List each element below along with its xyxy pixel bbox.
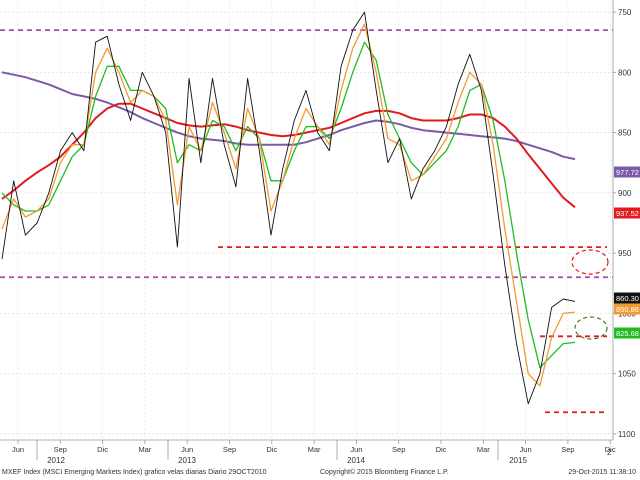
x-tick-label: Dic <box>436 445 447 454</box>
y-tick-label: 850 <box>618 129 632 138</box>
y-tick-label: 800 <box>618 68 632 77</box>
x-tick-label: Jun <box>520 445 532 454</box>
footer-source: MXEF Index (MSCI Emerging Markets Index)… <box>2 469 267 476</box>
last-value-badge <box>614 303 640 315</box>
x-tick-label: Jun <box>12 445 24 454</box>
last-value-label: 860.30 <box>616 294 639 303</box>
footer-copyright: Copyright© 2015 Bloomberg Finance L.P. <box>320 469 449 476</box>
corner-number: 2 <box>607 448 612 457</box>
series-line-price <box>1 11 576 405</box>
annotation-ellipses <box>571 249 609 340</box>
y-tick-label: 900 <box>618 189 632 198</box>
last-value-badge <box>614 166 640 178</box>
x-tick-label: Jun <box>350 445 362 454</box>
footer-timestamp: 29-Oct-2015 11:38:10 <box>568 469 636 476</box>
y-tick-label: 950 <box>618 249 632 258</box>
x-tick-label: Mar <box>138 445 151 454</box>
x-axis: Jun Sep Dic Mar Jun Sep Dic Mar Jun Sep Dic Mar Jun S… <box>0 439 616 465</box>
last-value-badge <box>614 327 640 339</box>
series-line-sma_200 <box>1 102 576 209</box>
x-tick-label: Dic <box>97 445 108 454</box>
y-tick-label: 750 <box>618 8 632 17</box>
reference-lines <box>0 29 613 414</box>
x-tick-label: Jun <box>181 445 193 454</box>
y-tick-label: 1100 <box>618 430 636 439</box>
last-value-label: 825.68 <box>616 329 639 338</box>
x-tick-label: Dic <box>605 445 616 454</box>
target-ellipse-red <box>571 249 609 275</box>
series-lines <box>1 11 576 405</box>
last-value-badge <box>614 207 640 219</box>
last-value-label: 850.86 <box>616 305 639 314</box>
year-label: 2012 <box>47 456 65 465</box>
year-label: 2013 <box>178 456 196 465</box>
gridlines <box>0 0 613 440</box>
x-tick-label: Sep <box>561 445 574 454</box>
x-tick-label: Sep <box>54 445 67 454</box>
x-tick-label: Mar <box>477 445 490 454</box>
footer-bar: MXEF Index (MSCI Emerging Markets Index)… <box>0 468 640 480</box>
last-value-badge <box>614 292 640 304</box>
last-value-label: 977.72 <box>616 168 639 177</box>
last-value-label: 937.52 <box>616 209 639 218</box>
x-tick-label: Mar <box>308 445 321 454</box>
year-label: 2015 <box>509 456 527 465</box>
support-ellipse-green <box>574 316 608 340</box>
year-label: 2014 <box>347 456 365 465</box>
x-tick-label: Dic <box>266 445 277 454</box>
x-tick-label: Sep <box>223 445 236 454</box>
x-tick-label: Sep <box>392 445 405 454</box>
series-line-sma_fast <box>1 23 576 387</box>
y-tick-label: 1050 <box>618 370 636 379</box>
last-value-badges: 977.72 937.52 860.30 850.86 825.68 <box>614 166 640 339</box>
